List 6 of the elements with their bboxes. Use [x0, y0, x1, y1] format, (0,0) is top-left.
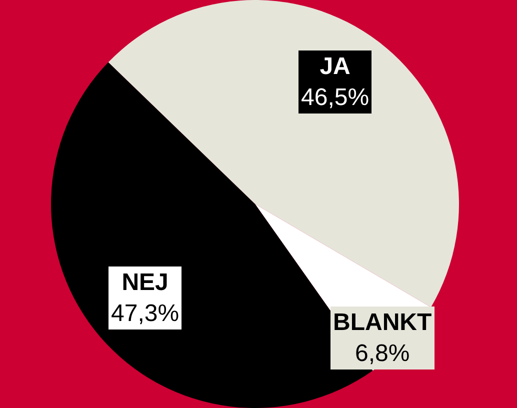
data-label: 46,5%: [301, 84, 370, 112]
data-label: 47,3%: [111, 300, 180, 328]
slice-label: BLANKT: [333, 309, 432, 336]
slice-label: NEJ: [122, 269, 168, 296]
slice-label: JA: [320, 53, 350, 80]
data-label: 6,8%: [354, 340, 410, 368]
